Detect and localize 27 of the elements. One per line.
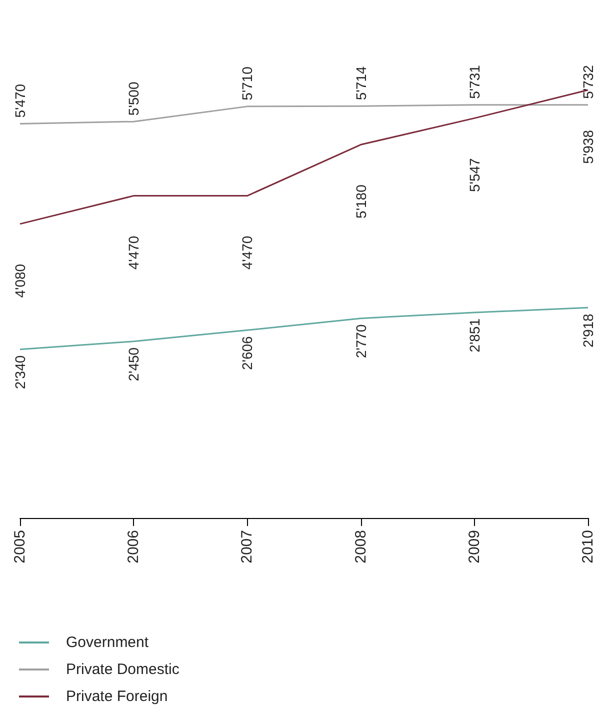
x-tick-label: 2009 (466, 530, 483, 564)
data-label: 2'340 (12, 355, 28, 390)
data-label: 4'470 (239, 236, 256, 270)
data-label: 2'606 (239, 336, 256, 370)
data-label: 2'918 (580, 313, 596, 348)
data-label: 5'731 (466, 64, 482, 99)
data-label: 2'450 (126, 347, 142, 382)
data-label: 5'470 (12, 84, 28, 118)
x-tick-label: 2010 (580, 530, 596, 564)
data-label: 5'500 (126, 82, 142, 116)
x-tick-label: 2008 (352, 530, 370, 564)
data-label: 5'732 (580, 64, 596, 99)
data-label: 5'547 (466, 158, 482, 192)
data-label: 2'851 (466, 318, 482, 352)
data-label: 5'714 (352, 66, 369, 100)
x-tick-label: 2005 (12, 530, 28, 564)
legend-label: Private Domestic (66, 661, 180, 678)
data-label: 4'080 (12, 264, 28, 298)
x-tick-label: 2007 (238, 530, 256, 564)
legend-label: Government (66, 634, 150, 651)
data-label: 2'770 (352, 324, 369, 358)
data-label: 5'938 (580, 130, 596, 164)
x-tick-label: 2006 (125, 530, 142, 564)
data-label: 5'710 (239, 66, 256, 100)
data-label: 4'470 (126, 236, 142, 270)
data-label: 5'180 (352, 184, 369, 218)
legend-label: Private Foreign (66, 688, 168, 705)
